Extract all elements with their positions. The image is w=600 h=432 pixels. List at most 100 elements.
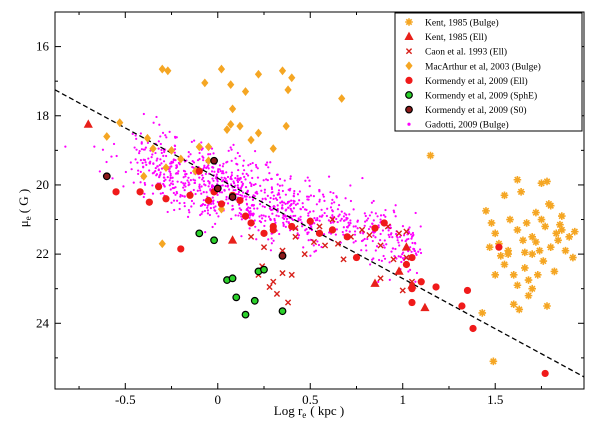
legend-entry-label: Kormendy et al, 2009 (S0) [425,105,527,116]
gadotti-point [296,232,299,235]
gadotti-point [221,180,224,183]
gadotti-point [132,181,135,184]
gadotti-point [256,207,259,210]
gadotti-point [267,166,270,169]
gadotti-point [173,144,176,147]
gadotti-point [322,195,325,198]
gadotti-point [207,185,210,188]
gadotti-point [417,250,420,253]
gadotti-point [264,197,267,200]
gadotti-point [387,233,390,236]
gadotti-point [201,174,204,177]
gadotti-point [414,280,417,283]
gadotti-point [299,208,302,211]
gadotti-point [389,233,393,236]
data-point [177,245,185,253]
gadotti-point [161,191,164,195]
data-point [552,229,561,238]
gadotti-point [335,195,338,198]
data-point [358,226,366,233]
gadotti-point [336,208,340,211]
gadotti-point [290,203,293,206]
gadotti-point [411,241,414,245]
series-gadotti-bulge [64,112,423,283]
gadotti-point [309,254,312,257]
data-point [399,287,406,294]
gadotti-point [374,249,377,252]
gadotti-point [271,208,274,211]
gadotti-point [382,244,385,247]
gadotti-point [206,212,210,215]
gadotti-point [115,154,118,158]
gadotti-point [64,145,67,148]
gadotti-point [368,214,372,217]
data-point [278,307,287,316]
gadotti-point [214,222,217,225]
gadotti-point [230,174,233,177]
gadotti-point [391,236,394,239]
gadotti-point [254,183,257,186]
gadotti-point [157,140,160,143]
data-point [260,265,268,274]
data-point [496,252,505,260]
gadotti-point [122,185,125,188]
gadotti-point [130,168,133,171]
legend-marker [407,122,411,126]
gadotti-point [365,219,368,222]
gadotti-point [221,170,224,173]
gadotti-point [331,214,334,217]
gadotti-point [399,256,402,259]
gadotti-point [365,249,368,252]
data-point [328,226,337,234]
gadotti-point [248,211,251,214]
gadotti-point [213,170,216,173]
gadotti-point [346,226,349,229]
gadotti-point [203,203,207,207]
data-point [532,208,540,217]
gadotti-point [202,191,205,194]
gadotti-point [112,142,116,146]
gadotti-point [276,207,279,211]
gadotti-point [143,181,146,185]
data-point [316,223,323,230]
gadotti-point [269,161,272,164]
gadotti-point [145,163,148,166]
gadotti-point [157,147,160,150]
gadotti-point [210,170,214,173]
gadotti-point [179,193,182,197]
gadotti-point [284,193,287,196]
gadotti-point [168,184,171,187]
data-point [292,233,299,240]
gadotti-point [261,197,264,200]
data-point [195,167,203,175]
gadotti-point [366,237,369,241]
gadotti-point [198,176,201,179]
gadotti-point [230,171,233,174]
data-point [204,142,213,152]
gadotti-point [199,189,202,192]
data-point [545,200,553,208]
gadotti-point [150,156,153,159]
gadotti-point [98,170,101,173]
gadotti-point [279,201,282,204]
data-point [177,154,185,164]
gadotti-point [162,160,166,163]
data-point [315,229,324,237]
gadotti-point [225,195,228,199]
gadotti-point [223,176,226,180]
gadotti-point [198,183,201,186]
gadotti-point [232,180,235,183]
gadotti-point [398,235,402,238]
gadotti-point [183,205,186,208]
legend-marker [405,48,413,55]
gadotti-point [218,168,221,171]
x-tick-label: 1 [399,392,406,407]
gadotti-point [147,157,150,160]
gadotti-point [270,191,273,194]
data-point [543,302,551,310]
data-point [403,254,410,261]
gadotti-point [374,212,377,215]
gadotti-point [370,201,374,204]
gadotti-point [191,160,194,163]
gadotti-point [196,189,199,192]
